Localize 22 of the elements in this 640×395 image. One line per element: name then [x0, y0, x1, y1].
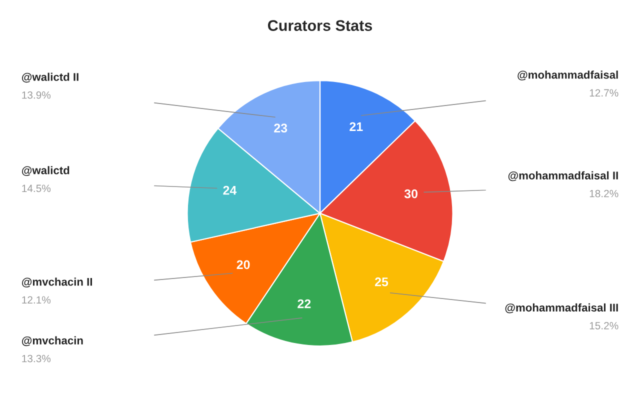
data-label: 24 — [223, 186, 237, 195]
slice-label: @mohammadfaisal II — [508, 171, 618, 182]
text: 13.3% — [22, 354, 51, 362]
data-label: 22 — [298, 299, 311, 308]
data-label: 25 — [374, 277, 388, 286]
slice-label: @mvchacin II — [22, 278, 92, 288]
data-label: 23 — [274, 124, 288, 133]
data-label: 20 — [236, 260, 250, 270]
text: 12.1% — [22, 296, 51, 304]
data-label: 30 — [404, 189, 418, 198]
slice-label: @mohammadfaisal III — [505, 303, 618, 314]
slice-label: @walictd — [22, 166, 70, 176]
slice-label: @walictd II — [22, 72, 78, 83]
text: 18.2% — [590, 190, 618, 198]
slice-label: @mvchacin — [22, 336, 83, 346]
text: 15.2% — [590, 322, 618, 330]
text: 12.7% — [590, 89, 618, 97]
text: 13.9% — [22, 91, 51, 99]
chart-title: Curators Stats — [268, 20, 372, 31]
text: 14.5% — [22, 184, 51, 192]
slice-label: @mohammadfaisal — [518, 70, 618, 80]
data-label: 21 — [350, 122, 363, 131]
